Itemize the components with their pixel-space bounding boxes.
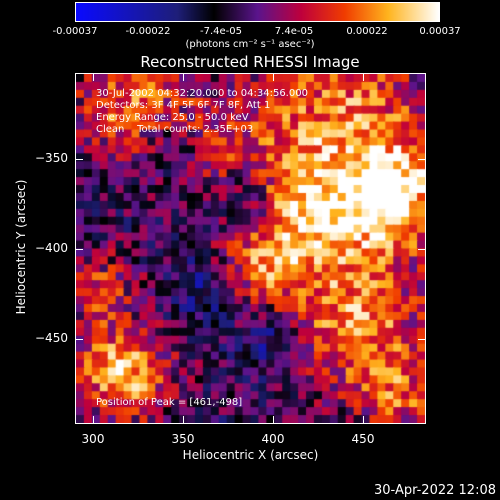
colorbar-tick-label: -0.00037: [52, 26, 98, 37]
timestamp: 30-Apr-2022 12:08: [374, 483, 496, 498]
colorbar-tick-label: -7.4e-05: [200, 26, 242, 37]
x-tick-label: 350: [171, 432, 195, 446]
y-tick-mark: [75, 249, 83, 251]
colorbar-tick-label: -0.00022: [125, 26, 171, 37]
heatmap-image: [76, 74, 425, 423]
x-tick-mark: [273, 73, 274, 81]
annotation-detectors: Detectors: 3F 4F 5F 6F 7F 8F, Att 1: [96, 100, 271, 111]
y-tick-label: −350: [35, 151, 68, 166]
y-tick-mark: [75, 159, 83, 161]
x-tick-mark: [93, 73, 94, 81]
annotation-time: 30-Jul-2002 04:32:20.000 to 04:34:56.000: [96, 88, 308, 99]
y-tick-label: −450: [35, 331, 68, 346]
chart-title: Reconstructed RHESSI Image: [140, 53, 360, 71]
y-tick-mark: [75, 339, 83, 341]
annotation-clean: Clean Total counts: 2.35E+03: [96, 124, 254, 135]
y-tick-mark: [418, 159, 426, 161]
x-tick-mark: [183, 416, 184, 424]
colorbar: [75, 2, 440, 22]
annotation-energy: Energy Range: 25.0 - 50.0 keV: [96, 112, 249, 123]
colorbar-tick-label: 0.00037: [419, 26, 461, 37]
x-tick-label: 300: [81, 432, 105, 446]
x-tick-mark: [273, 416, 274, 424]
x-tick-label: 450: [351, 432, 375, 446]
colorbar-unit: (photons cm⁻² s⁻¹ asec⁻²): [185, 39, 315, 50]
y-tick-label: −400: [35, 241, 68, 256]
x-tick-mark: [363, 416, 364, 424]
colorbar-tick-label: 7.4e-05: [274, 26, 314, 37]
y-axis-label: Heliocentric Y (arcsec): [14, 179, 28, 315]
y-tick-mark: [418, 339, 426, 341]
colorbar-tick-label: 0.00022: [346, 26, 388, 37]
x-tick-mark: [93, 416, 94, 424]
x-axis-label: Heliocentric X (arcsec): [182, 448, 319, 462]
x-tick-label: 400: [261, 432, 285, 446]
y-tick-mark: [418, 249, 426, 251]
x-tick-mark: [183, 73, 184, 81]
peak-position-label: Position of Peak = [461,-498]: [96, 397, 243, 408]
x-tick-mark: [363, 73, 364, 81]
plot-area: 30-Jul-2002 04:32:20.000 to 04:34:56.000…: [75, 73, 426, 424]
